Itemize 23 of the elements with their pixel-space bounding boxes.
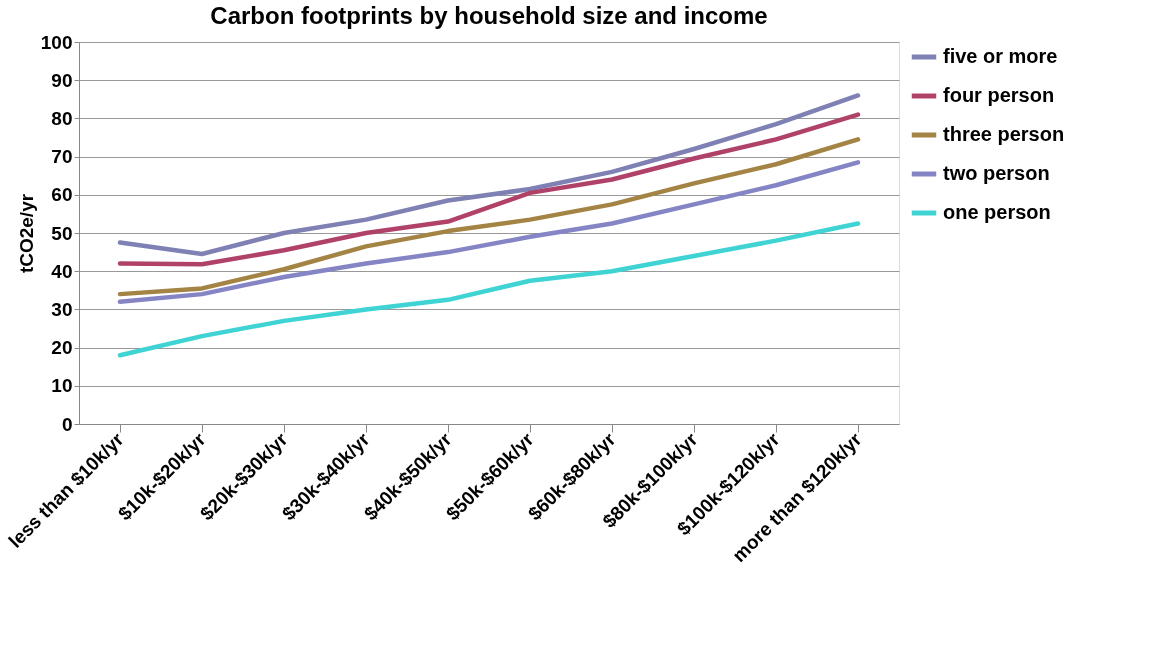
- y-tick-label: 0: [61, 413, 73, 435]
- line-series: [117, 160, 861, 305]
- y-tick-label: 10: [51, 375, 73, 397]
- y-tick-label: 20: [51, 337, 73, 359]
- chart-title: Carbon footprints by household size and income: [210, 2, 768, 29]
- y-tick-label: 50: [51, 222, 73, 244]
- legend-label: one person: [943, 201, 1051, 223]
- y-tick-label: 40: [51, 260, 73, 282]
- y-tick-label: 70: [51, 146, 73, 168]
- y-tick-label: 80: [51, 107, 73, 129]
- y-tick-label: 30: [51, 298, 73, 320]
- y-tick-label: 90: [51, 69, 73, 91]
- y-axis-title: tCO2e/yr: [15, 193, 37, 274]
- y-tick-label: 60: [51, 184, 73, 206]
- legend-label: three person: [943, 123, 1065, 145]
- line-series: [117, 137, 861, 297]
- line-series: [117, 221, 861, 358]
- legend-label: four person: [943, 84, 1055, 106]
- legend-label: two person: [943, 162, 1050, 184]
- legend-label: five or more: [943, 45, 1058, 67]
- line-series: [117, 112, 861, 267]
- line-series: [117, 93, 861, 257]
- y-tick-label: 100: [40, 31, 73, 53]
